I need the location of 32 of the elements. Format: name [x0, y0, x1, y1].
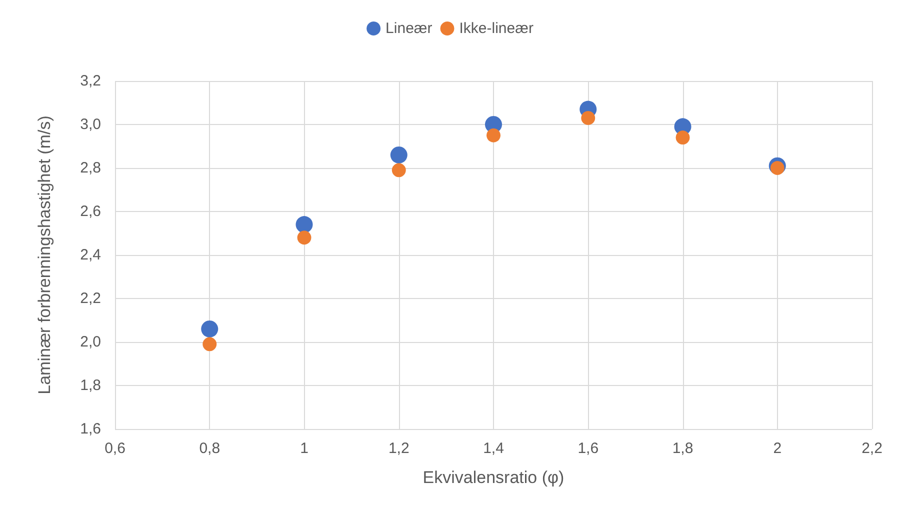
- x-tick-label: 0,6: [104, 440, 126, 457]
- x-tick-label: 1,8: [672, 440, 694, 457]
- y-tick-label: 3,2: [80, 72, 101, 90]
- legend-label: Lineær: [386, 20, 432, 37]
- y-tick-label: 2,8: [80, 160, 101, 176]
- point: [581, 110, 596, 125]
- y-axis-title: Laminær forbrenningshastighet (m/s): [35, 116, 54, 394]
- point: [201, 320, 218, 338]
- point: [676, 130, 690, 145]
- x-tick-label: 1,6: [578, 440, 599, 457]
- y-tick-label: 2,6: [80, 203, 101, 220]
- y-tick-label: 2,4: [80, 246, 101, 264]
- y-tick-label: 1,6: [80, 420, 101, 438]
- x-tick-label: 1,4: [483, 440, 504, 457]
- point: [770, 161, 784, 175]
- x-tick-label: 1,2: [388, 440, 410, 457]
- point: [390, 146, 408, 164]
- y-tick-label: 1,8: [80, 377, 101, 394]
- legend-label: Ikke-lineær: [459, 20, 534, 37]
- x-tick-label: 2: [773, 440, 782, 457]
- point: [297, 230, 312, 245]
- y-tick-label: 3,0: [80, 116, 101, 133]
- x-tick-label: 2,2: [862, 440, 882, 457]
- y-tick-label: 2,0: [80, 334, 101, 350]
- point: [392, 163, 406, 178]
- point: [486, 128, 500, 142]
- x-axis-title: Ekvivalensratio (φ): [422, 468, 564, 487]
- y-tick-label: 2,2: [80, 290, 101, 307]
- x-tick-label: 0,8: [199, 440, 220, 457]
- point: [202, 337, 217, 352]
- point: [296, 216, 313, 234]
- x-tick-label: 1: [300, 440, 308, 457]
